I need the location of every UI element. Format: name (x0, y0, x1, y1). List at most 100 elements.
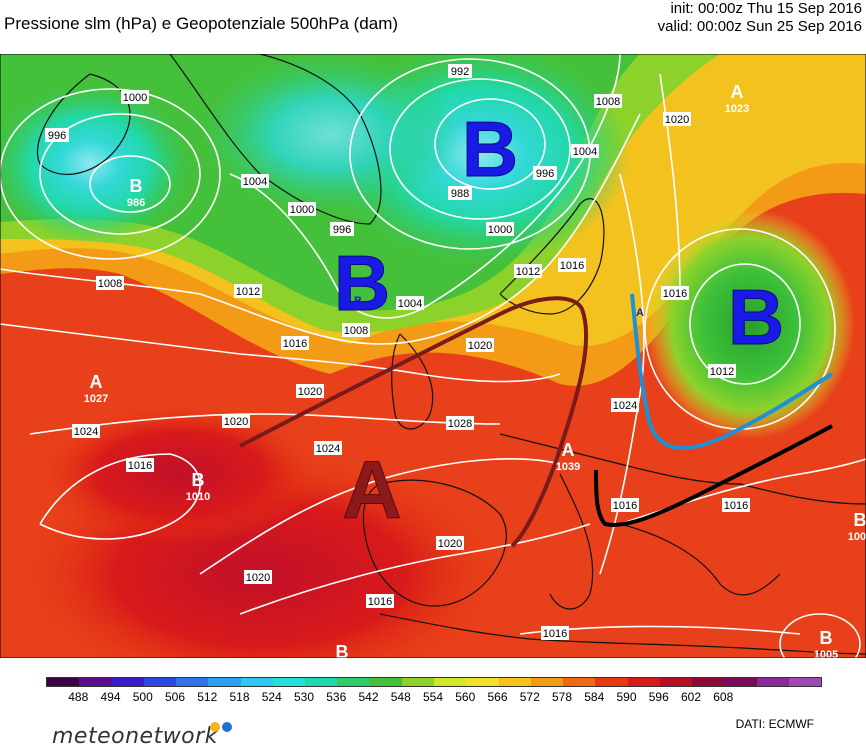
colorbar-label: 566 (487, 690, 507, 704)
colorbar-swatch (370, 678, 402, 686)
isobar-label: 1008 (98, 278, 122, 290)
colorbar-swatch (757, 678, 789, 686)
isobar-label: 1004 (243, 176, 267, 188)
low-letter-big: B (462, 105, 518, 193)
isobar-label: 996 (536, 168, 554, 180)
init-time: init: 00:00z Thu 15 Sep 2016 (658, 0, 862, 18)
data-source: DATI: ECMWF (736, 717, 814, 731)
isobar-label: 1012 (516, 266, 540, 278)
isobar-label: 1016 (613, 500, 637, 512)
centre-value: 1005 (814, 649, 838, 658)
colorbar-swatch (208, 678, 240, 686)
colorbar-label: 500 (133, 690, 153, 704)
colorbar-swatch (466, 678, 498, 686)
isobar-label: 1004 (573, 146, 597, 158)
colorbar-swatch (241, 678, 273, 686)
isobar-label: 1020 (468, 340, 492, 352)
colorbar-label: 602 (681, 690, 701, 704)
colorbar-label: 578 (552, 690, 572, 704)
colorbar-label: 596 (649, 690, 669, 704)
colorbar (46, 677, 822, 687)
colorbar-label: 608 (713, 690, 733, 704)
colorbar-label: 518 (229, 690, 249, 704)
isobar-label: 1020 (665, 114, 689, 126)
centre-value: 1007 (848, 531, 866, 543)
colorbar-label: 506 (165, 690, 185, 704)
cyan-field (200, 54, 460, 214)
map-canvas: 1000 996 1004 1008 992 988 996 1000 1004… (0, 54, 866, 658)
colorbar-swatch (176, 678, 208, 686)
isobar-label: 996 (48, 130, 66, 142)
isobar-label: 1012 (236, 286, 260, 298)
isobar-label: 1020 (246, 572, 270, 584)
isobar-label: 1016 (560, 260, 584, 272)
centre-letter: B (192, 470, 205, 490)
colorbar-swatch (692, 678, 724, 686)
colorbar-swatch (789, 678, 821, 686)
meteonetwork-logo: meteonetwork (52, 724, 218, 749)
colorbar-swatch (499, 678, 531, 686)
colorbar-swatch (79, 678, 111, 686)
map-title: Pressione slm (hPa) e Geopotenziale 500h… (4, 14, 398, 34)
centre-value: 986 (127, 197, 145, 209)
colorbar-swatch (724, 678, 756, 686)
centre-letter: A (562, 440, 575, 460)
colorbar-label: 494 (100, 690, 120, 704)
colorbar-label: 572 (520, 690, 540, 704)
colorbar-swatch (563, 678, 595, 686)
colorbar-swatch (273, 678, 305, 686)
run-info: init: 00:00z Thu 15 Sep 2016 valid: 00:0… (658, 0, 862, 36)
centre-letter: B (820, 628, 833, 648)
colorbar-label: 530 (294, 690, 314, 704)
isobar-label: 1000 (290, 204, 314, 216)
colorbar-label: 512 (197, 690, 217, 704)
colorbar-label: 536 (326, 690, 346, 704)
centre-letter: B (130, 176, 143, 196)
colorbar-label: 548 (391, 690, 411, 704)
isobar-label: 1024 (613, 400, 637, 412)
isobar-label: 1020 (438, 538, 462, 550)
colorbar-swatch (112, 678, 144, 686)
centre-letter: A (90, 372, 103, 392)
colorbar-label: 560 (455, 690, 475, 704)
high-letter-big: A (342, 445, 401, 536)
isobar-label: 1024 (316, 443, 340, 455)
isobar-label: 1016 (283, 338, 307, 350)
centre-value: 1023 (725, 103, 749, 115)
colorbar-swatch (337, 678, 369, 686)
centre-value: 1010 (186, 491, 210, 503)
colorbar-swatch (628, 678, 660, 686)
isobar-label: 1008 (596, 96, 620, 108)
colorbar-swatch (531, 678, 563, 686)
isobar-label: 1012 (710, 366, 734, 378)
low-letter-big: B (728, 273, 784, 361)
centre-letter: B (336, 642, 349, 658)
colorbar-swatch (144, 678, 176, 686)
centre-value: 1039 (556, 461, 580, 473)
colorbar-label: 590 (616, 690, 636, 704)
centre-letter: B (854, 510, 866, 530)
logo-dots (209, 720, 239, 739)
isobar-label: 996 (333, 224, 351, 236)
valid-time: valid: 00:00z Sun 25 Sep 2016 (658, 18, 862, 36)
centre-letter: B (354, 295, 362, 307)
colorbar-swatch (402, 678, 434, 686)
isobar-label: 1016 (368, 596, 392, 608)
colorbar-swatch (595, 678, 627, 686)
colorbar-label: 542 (358, 690, 378, 704)
colorbar-swatch (47, 678, 79, 686)
isobar-label: 1016 (543, 628, 567, 640)
colorbar-swatch (660, 678, 692, 686)
colorbar-label: 584 (584, 690, 604, 704)
isobar-label: 1020 (224, 416, 248, 428)
colorbar-label: 524 (262, 690, 282, 704)
centre-letter: A (731, 82, 744, 102)
colorbar-label: 488 (68, 690, 88, 704)
isobar-label: 1004 (398, 298, 422, 310)
weather-map: 1000 996 1004 1008 992 988 996 1000 1004… (0, 54, 866, 658)
isobar-label: 1028 (448, 418, 472, 430)
isobar-label: 1020 (298, 386, 322, 398)
colorbar-swatch (434, 678, 466, 686)
centre-value: 1027 (84, 393, 108, 405)
